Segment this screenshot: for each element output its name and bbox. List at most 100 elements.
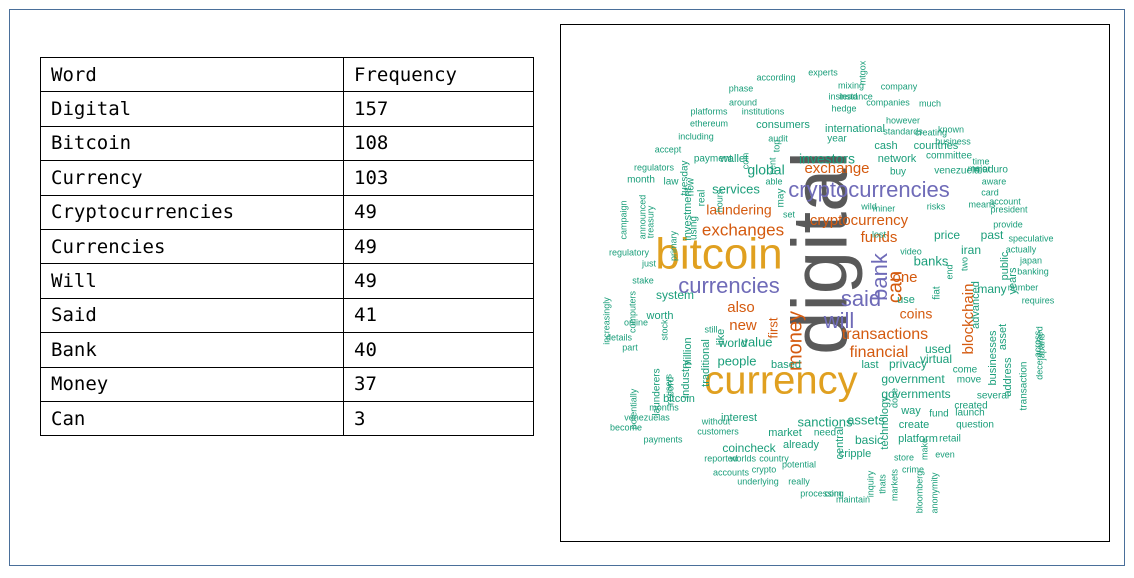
word-cloud-term: way bbox=[900, 405, 921, 417]
word-cell: Cryptocurrencies bbox=[40, 194, 344, 230]
word-cloud-term: asset bbox=[997, 324, 1009, 350]
word-cloud-term: one bbox=[892, 269, 917, 286]
word-cloud-term: real bbox=[697, 190, 708, 207]
frequency-cell: 37 bbox=[343, 366, 534, 402]
word-cloud-term: hedge bbox=[831, 103, 856, 113]
word-cloud-term: president bbox=[990, 204, 1028, 214]
word-cloud-term: government bbox=[881, 372, 945, 386]
word-cloud-term: public bbox=[999, 251, 1011, 280]
word-cloud-term: top bbox=[771, 140, 781, 153]
word-cloud-term: banks bbox=[914, 253, 949, 268]
word-cloud-term: decentralized bbox=[1034, 326, 1044, 380]
frequency-cell: 40 bbox=[343, 332, 534, 368]
word-cloud-term: business bbox=[935, 136, 971, 146]
word-cloud-term: coins bbox=[900, 306, 933, 322]
word-cloud-term: system bbox=[656, 288, 694, 302]
word-cloud-term: store bbox=[894, 452, 914, 462]
word-cloud-term: phase bbox=[729, 83, 754, 93]
word-cloud-term: question bbox=[956, 420, 994, 431]
word-cloud-term: potential bbox=[782, 459, 816, 469]
word-cloud-term: ethereum bbox=[690, 118, 728, 128]
word-cloud-term: businesses bbox=[987, 330, 999, 386]
word-cloud-term: experts bbox=[808, 67, 838, 77]
word-cloud-term: coincheck bbox=[722, 441, 776, 455]
word-cloud-term: interest bbox=[721, 412, 757, 424]
word-cloud-term: account bbox=[989, 196, 1021, 206]
word-cloud-term: across bbox=[1032, 330, 1042, 357]
word-cloud-term: countries bbox=[914, 140, 959, 152]
word-cloud-term: worlds bbox=[729, 453, 757, 463]
word-cloud-term: end bbox=[944, 264, 954, 279]
word-cloud-term: accept bbox=[655, 144, 682, 154]
word-cloud-term: transaction bbox=[1019, 362, 1030, 411]
word-cloud-term: bloomberg bbox=[914, 471, 924, 514]
word-cloud-term: international bbox=[825, 123, 885, 135]
word-cloud-term: according bbox=[756, 72, 795, 82]
word-cloud-term: maintain bbox=[836, 494, 870, 504]
word-cloud-term: sanctions bbox=[798, 414, 853, 429]
word-cell: Currencies bbox=[40, 228, 344, 265]
table-row: Bank 40 bbox=[40, 332, 534, 368]
column-header-word: Word bbox=[40, 56, 344, 93]
word-cloud-term: wild bbox=[860, 201, 877, 211]
word-cloud-term: also bbox=[727, 299, 755, 316]
word-cloud-term: address bbox=[1002, 357, 1014, 397]
word-cell: Can bbox=[40, 400, 344, 437]
word-cloud-term: world bbox=[718, 336, 748, 350]
word-cloud-term: customers bbox=[697, 426, 739, 436]
word-cloud-term: even bbox=[935, 449, 955, 459]
word-cloud-term: year bbox=[827, 134, 847, 145]
word-cloud-term: create bbox=[899, 419, 930, 431]
word-cloud-term: major bbox=[968, 163, 991, 173]
word-cloud-term: governments bbox=[881, 387, 950, 401]
word-cloud-term: created bbox=[954, 401, 987, 412]
word-cloud-term: now bbox=[686, 177, 697, 196]
word-cloud-term: banking bbox=[1017, 266, 1049, 276]
word-cloud-term: launderers bbox=[652, 368, 663, 415]
word-cloud-term: including bbox=[678, 131, 714, 141]
word-cloud-term: use bbox=[897, 294, 915, 306]
word-cloud-term: several bbox=[977, 391, 1009, 402]
word-cloud-term: payments bbox=[643, 434, 683, 444]
word-cloud-term: past bbox=[981, 228, 1004, 242]
word-cloud-term: committee bbox=[926, 151, 973, 162]
word-cloud-term: years bbox=[1007, 267, 1019, 294]
word-cloud-term: cent bbox=[767, 157, 777, 175]
table-row: Money 37 bbox=[40, 366, 534, 402]
word-cloud-term: computers bbox=[627, 290, 637, 333]
word-cloud-term: services bbox=[712, 181, 760, 196]
word-cloud-term: standards bbox=[883, 126, 923, 136]
word-cloud-term: price bbox=[934, 228, 960, 242]
word-cloud-term: bitcoin bbox=[655, 230, 782, 279]
word-cell: Currency bbox=[40, 160, 344, 196]
table-header-row: Word Frequency bbox=[40, 56, 534, 93]
word-cloud-term: technology bbox=[879, 396, 891, 450]
word-cloud-term: record bbox=[666, 377, 677, 405]
word-cloud-term: blockchain bbox=[960, 284, 977, 355]
word-cloud-term: used bbox=[925, 342, 951, 356]
word-cloud-term: provide bbox=[993, 219, 1023, 229]
table-row: Will 49 bbox=[40, 263, 534, 299]
word-cloud-term: buy bbox=[890, 167, 906, 178]
word-cloud-term: crime bbox=[902, 464, 924, 474]
word-cloud-term: exchange bbox=[804, 160, 869, 177]
word-cloud-term: network bbox=[878, 153, 917, 165]
word-cloud-term: fund bbox=[929, 409, 948, 420]
word-cloud-term: known bbox=[938, 124, 964, 134]
word-cloud-term: processing bbox=[800, 488, 844, 498]
word-cloud: digitalbitcoincurrencycryptocurrenciescu… bbox=[601, 60, 1054, 514]
word-cloud-term: time bbox=[972, 156, 989, 166]
word-cloud-term: thats bbox=[877, 474, 887, 494]
word-cloud-term: will bbox=[823, 308, 855, 333]
word-cloud-term: many bbox=[977, 282, 1006, 296]
word-cloud-term: able bbox=[765, 176, 782, 186]
word-cloud-term: users bbox=[663, 374, 673, 397]
word-cloud-term: part bbox=[622, 342, 638, 352]
word-cloud-term: creating bbox=[915, 127, 947, 137]
word-cloud-term: funds bbox=[861, 229, 898, 246]
frequency-cell: 108 bbox=[343, 125, 534, 162]
column-header-frequency: Frequency bbox=[343, 56, 534, 93]
word-cloud-term: markets bbox=[889, 469, 899, 502]
word-cloud-term: increasingly bbox=[601, 297, 611, 345]
word-cloud-term: regulators bbox=[634, 162, 675, 172]
